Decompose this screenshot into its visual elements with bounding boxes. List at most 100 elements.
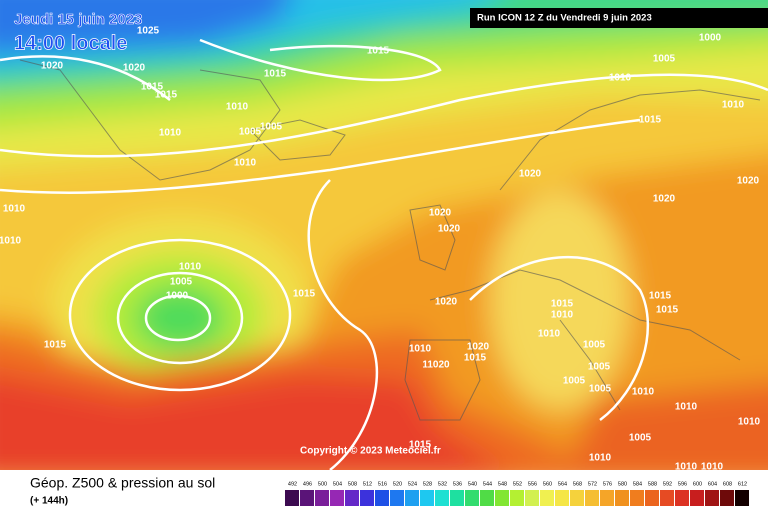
legend-swatch [375, 490, 389, 506]
legend-swatch [600, 490, 614, 506]
isobar-label: 1005 [589, 384, 612, 395]
legend-swatch [510, 490, 524, 506]
legend-swatch [525, 490, 539, 506]
isobar-label: 1020 [429, 208, 452, 219]
coastlines [19, 59, 761, 421]
legend-swatch [705, 490, 719, 506]
legend-swatch [420, 490, 434, 506]
isobar-label: 1020 [737, 176, 760, 187]
legend: 492 496 500 504 508 512 516 520 524 528 532 536 540 5… [285, 481, 749, 506]
legend-label: 556 [528, 481, 537, 487]
isobar-label: 1010 [3, 204, 26, 215]
legend-swatch [360, 490, 374, 506]
legend-label: 520 [393, 481, 402, 487]
isobar-label: 1020 [653, 194, 676, 205]
legend-swatch [450, 490, 464, 506]
isobar-label: 1015 [656, 305, 679, 316]
isobar-label: 1015 [293, 289, 316, 300]
legend-swatch [645, 490, 659, 506]
isobar-label: 1010 [409, 344, 432, 355]
isobar-label: 1015 [551, 299, 574, 310]
footer-lead: (+ 144h) [30, 496, 68, 507]
isobar-label: 1010 [0, 236, 22, 247]
isobar-label: 1010 [226, 102, 249, 113]
isobar-label: 1010 [701, 462, 724, 473]
legend-label: 548 [498, 481, 507, 487]
isobar-label: 1010 [675, 402, 698, 413]
legend-label: 536 [453, 481, 462, 487]
legend-label: 544 [483, 481, 492, 487]
run-text: Run ICON 12 Z du Vendredi 9 juin 2023 [477, 13, 652, 24]
isobar-label: 1005 [170, 277, 193, 288]
run-box [470, 8, 768, 28]
legend-label: 500 [318, 481, 327, 487]
copyright: Copyright © 2023 Meteociel.fr [300, 446, 441, 457]
geopotential-field [0, 0, 768, 490]
isobar-label: 1015 [464, 353, 487, 364]
isobar-label: 1020 [467, 342, 490, 353]
isobar-label: 1010 [675, 462, 698, 473]
isobar-label: 1010 [159, 128, 182, 139]
legend-swatch [690, 490, 704, 506]
legend-label: 584 [633, 481, 642, 487]
isobar-label: 1020 [519, 169, 542, 180]
legend-swatch [300, 490, 314, 506]
legend-swatch [330, 490, 344, 506]
isobar-label: 1000 [166, 291, 189, 302]
legend-label: 604 [708, 481, 717, 487]
isobar-label: 1015 [264, 69, 287, 80]
isobar-label: 1005 [588, 362, 611, 373]
legend-label: 588 [648, 481, 657, 487]
legend-swatch [465, 490, 479, 506]
isobar-label: 1010 [609, 73, 632, 84]
isobar-label: 1010 [538, 329, 561, 340]
legend-swatch [315, 490, 329, 506]
legend-label: 492 [288, 481, 297, 487]
isobar-label: 1020 [123, 63, 146, 74]
legend-label: 568 [573, 481, 582, 487]
legend-swatch [585, 490, 599, 506]
isobar-label: 1015 [141, 82, 164, 93]
legend-swatch [405, 490, 419, 506]
isobar-label: 1010 [589, 453, 612, 464]
legend-swatch [630, 490, 644, 506]
legend-swatch [495, 490, 509, 506]
legend-label: 592 [663, 481, 672, 487]
isobar-label: 1015 [155, 90, 178, 101]
isobar-label: 1015 [649, 291, 672, 302]
legend-label: 512 [363, 481, 372, 487]
isobar-label: 1010 [632, 387, 655, 398]
isobar-label: 1010 [179, 262, 202, 273]
legend-swatch [435, 490, 449, 506]
legend-swatch [675, 490, 689, 506]
isobar-label: 1020 [435, 297, 458, 308]
legend-swatch [555, 490, 569, 506]
isobar-label: 1020 [41, 61, 64, 72]
legend-swatch [390, 490, 404, 506]
legend-label: 540 [468, 481, 477, 487]
isobar-label: 1005 [260, 122, 283, 133]
legend-swatch [345, 490, 359, 506]
isobar-label: 1005 [583, 340, 606, 351]
legend-label: 524 [408, 481, 417, 487]
legend-label: 532 [438, 481, 447, 487]
isobar-label: 1005 [239, 127, 262, 138]
footer-title: Géop. Z500 & pression au sol [30, 475, 215, 491]
legend-label: 580 [618, 481, 627, 487]
isobar-label: 1025 [137, 26, 160, 37]
legend-swatch [615, 490, 629, 506]
isobar-label: 1015 [44, 340, 67, 351]
isobar-label: 1010 [551, 310, 574, 321]
isobar-label: 1010 [722, 100, 745, 111]
isobar-label: 1015 [639, 115, 662, 126]
legend-label: 576 [603, 481, 612, 487]
legend-swatch [540, 490, 554, 506]
legend-label: 552 [513, 481, 522, 487]
isobar-label: 1015 [409, 440, 432, 451]
isobar-label: 1015 [367, 46, 390, 57]
legend-swatch [285, 490, 299, 506]
legend-swatch [720, 490, 734, 506]
